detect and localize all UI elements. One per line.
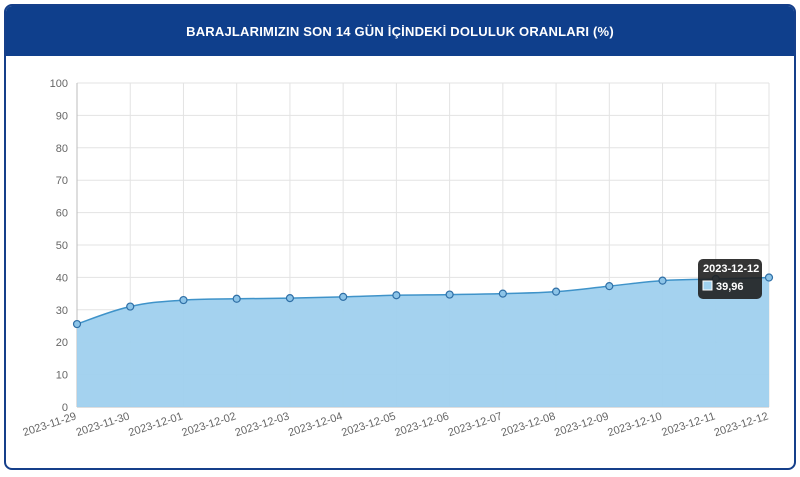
x-tick-label: 2023-12-12 <box>713 410 770 439</box>
y-tick-label: 40 <box>56 272 68 284</box>
x-tick-label: 2023-12-11 <box>660 410 716 439</box>
tooltip-title: 2023-12-12 <box>703 263 759 275</box>
x-tick-label: 2023-11-30 <box>75 410 131 439</box>
data-point <box>605 282 614 291</box>
x-tick-label: 2023-12-09 <box>553 410 610 439</box>
x-tick-label: 2023-12-08 <box>500 410 557 439</box>
y-tick-label: 10 <box>56 370 68 382</box>
data-point <box>392 291 401 300</box>
y-tick-label: 0 <box>62 402 68 414</box>
data-point <box>658 276 667 285</box>
data-point <box>285 294 295 303</box>
data-point <box>498 289 507 298</box>
x-tick-label: 2023-12-04 <box>287 410 344 439</box>
y-tick-label: 60 <box>56 208 68 220</box>
tooltip-box <box>698 259 762 299</box>
x-tick-label: 2023-12-05 <box>340 410 397 439</box>
tooltip-swatch <box>702 280 713 291</box>
x-tick-label: 2023-12-03 <box>234 410 291 439</box>
data-point <box>232 294 241 303</box>
x-tick-label: 2023-12-07 <box>447 410 504 439</box>
x-tick-label: 2023-12-06 <box>393 410 450 439</box>
x-tick-label: 2023-12-10 <box>606 410 663 439</box>
y-tick-label: 70 <box>56 175 68 187</box>
y-tick-label: 20 <box>56 337 68 349</box>
y-tick-label: 90 <box>56 110 68 122</box>
y-tick-label: 30 <box>56 305 68 317</box>
x-tick-label: 2023-11-29 <box>21 410 77 439</box>
chart-title: BARAJLARIMIZIN SON 14 GÜN İÇİNDEKİ DOLUL… <box>6 6 794 56</box>
data-point <box>126 302 135 311</box>
series-line <box>76 276 770 325</box>
series-area <box>77 277 769 407</box>
y-tick-label: 100 <box>50 78 68 90</box>
data-point <box>445 290 454 299</box>
data-point <box>179 295 188 305</box>
y-tick-label: 80 <box>56 143 68 155</box>
tooltip-value: 39,96 <box>716 281 744 293</box>
data-point <box>551 287 561 296</box>
data-point <box>72 319 82 329</box>
x-tick-label: 2023-12-01 <box>127 410 184 439</box>
y-tick-label: 50 <box>56 240 68 252</box>
x-tick-label: 2023-12-02 <box>180 410 237 439</box>
data-point <box>764 273 774 282</box>
data-point <box>339 292 348 301</box>
